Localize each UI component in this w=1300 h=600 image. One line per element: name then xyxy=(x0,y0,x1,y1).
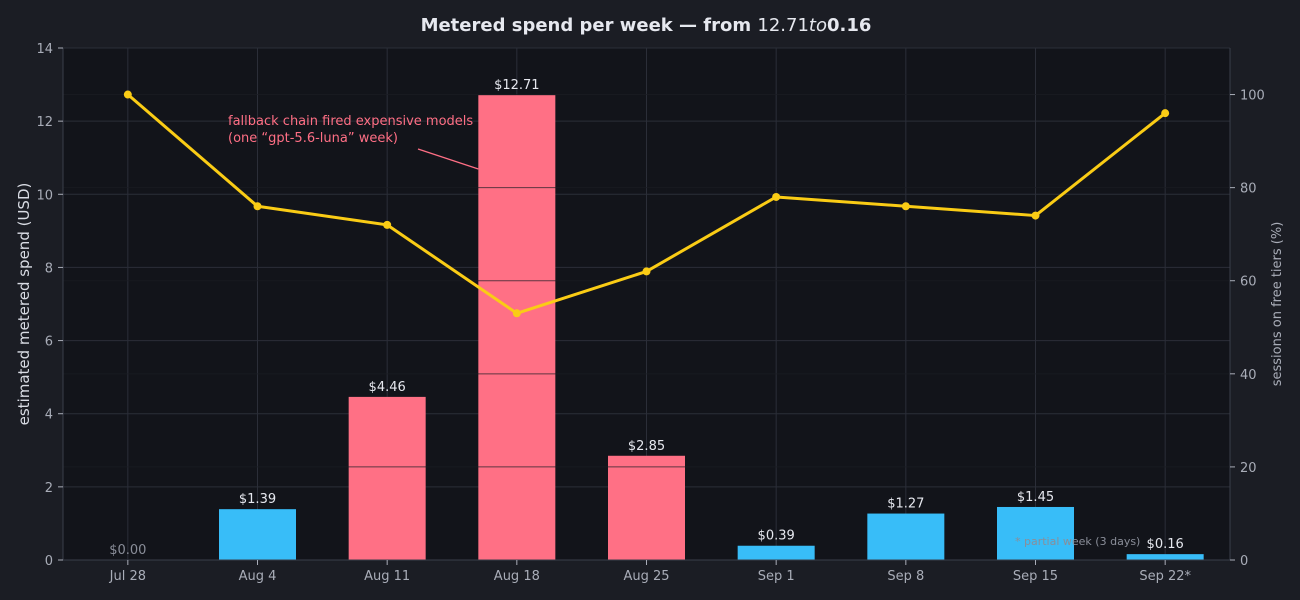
free-tier-line xyxy=(123,90,1170,318)
bar-value-label: $12.71 xyxy=(494,78,540,93)
bar-value-label: $0.00 xyxy=(109,543,146,558)
data-labels: $0.00 $1.39 $4.46 $12.71 $2.85 $0.39 $1.27 $1.4… xyxy=(109,78,1184,558)
y-tick-label: 0 xyxy=(45,554,53,569)
x-tick-label: Sep 8 xyxy=(887,569,924,584)
bars xyxy=(63,94,1230,561)
annotation-arrow xyxy=(417,148,479,170)
y2-tick-label: 60 xyxy=(1240,275,1257,290)
bar xyxy=(478,95,556,561)
line-point xyxy=(1161,109,1170,118)
y-tick-label: 8 xyxy=(45,261,53,276)
x-tick-label: Aug 11 xyxy=(364,569,410,584)
chart-title: Metered spend per week — from 12.71to0.1… xyxy=(421,15,872,36)
x-tick-label: Jul 28 xyxy=(109,569,146,584)
y2-tick-label: 80 xyxy=(1240,182,1257,197)
bar xyxy=(608,455,685,560)
bar xyxy=(997,506,1074,560)
bar-value-label: $4.46 xyxy=(369,380,406,395)
line-point xyxy=(772,192,781,201)
y2-tick-label: 100 xyxy=(1240,89,1265,104)
y-tick-label: 6 xyxy=(45,335,53,350)
bar-value-label: $2.85 xyxy=(628,439,665,454)
bar xyxy=(1126,554,1204,560)
line-point xyxy=(253,202,262,211)
annotation: fallback chain fired expensive models (on… xyxy=(228,114,479,170)
annotation-text: (one “gpt-5.6-luna” week) xyxy=(228,131,398,146)
x-tick-label: Aug 4 xyxy=(239,569,277,584)
y-tick-label: 12 xyxy=(36,115,53,130)
line-point xyxy=(642,267,651,276)
bar xyxy=(219,509,296,560)
bar-value-label: $0.39 xyxy=(758,529,795,544)
x-tick-label: Sep 15 xyxy=(1013,569,1058,584)
y-tick-label: 14 xyxy=(36,42,53,57)
line-point xyxy=(383,220,392,229)
y2-tick-label: 0 xyxy=(1240,554,1248,569)
line-point xyxy=(123,90,132,99)
bar xyxy=(737,545,815,560)
y-tick-label: 4 xyxy=(45,408,53,423)
bar-value-label: $1.45 xyxy=(1017,490,1054,505)
x-tick-label: Sep 22* xyxy=(1139,569,1191,584)
annotation-text: fallback chain fired expensive models xyxy=(228,114,473,129)
line-point xyxy=(1031,211,1040,220)
y-tick-label: 10 xyxy=(36,188,53,203)
bar-value-label: $1.39 xyxy=(239,492,276,507)
y2-axis-label: sessions on free tiers (%) xyxy=(1270,222,1285,387)
y2-tick-label: 20 xyxy=(1240,461,1257,476)
partial-week-note: * partial week (3 days) xyxy=(1015,535,1140,548)
axes: 0 2 4 6 8 10 12 14 0 20 40 60 80 100 Jul 28 Aug 4 Aug 11… xyxy=(36,42,1264,584)
x-tick-label: Aug 25 xyxy=(623,569,669,584)
bar-value-label: $0.16 xyxy=(1147,537,1184,552)
bar xyxy=(348,396,426,560)
x-tick-label: Aug 18 xyxy=(494,569,540,584)
bar-value-label: $1.27 xyxy=(887,497,924,512)
bar xyxy=(867,513,945,560)
y-tick-label: 2 xyxy=(45,481,53,496)
line-point xyxy=(901,202,910,211)
y-axis-label: estimated metered spend (USD) xyxy=(15,183,33,426)
line-point xyxy=(512,309,521,318)
y2-tick-label: 40 xyxy=(1240,368,1257,383)
x-tick-label: Sep 1 xyxy=(758,569,795,584)
